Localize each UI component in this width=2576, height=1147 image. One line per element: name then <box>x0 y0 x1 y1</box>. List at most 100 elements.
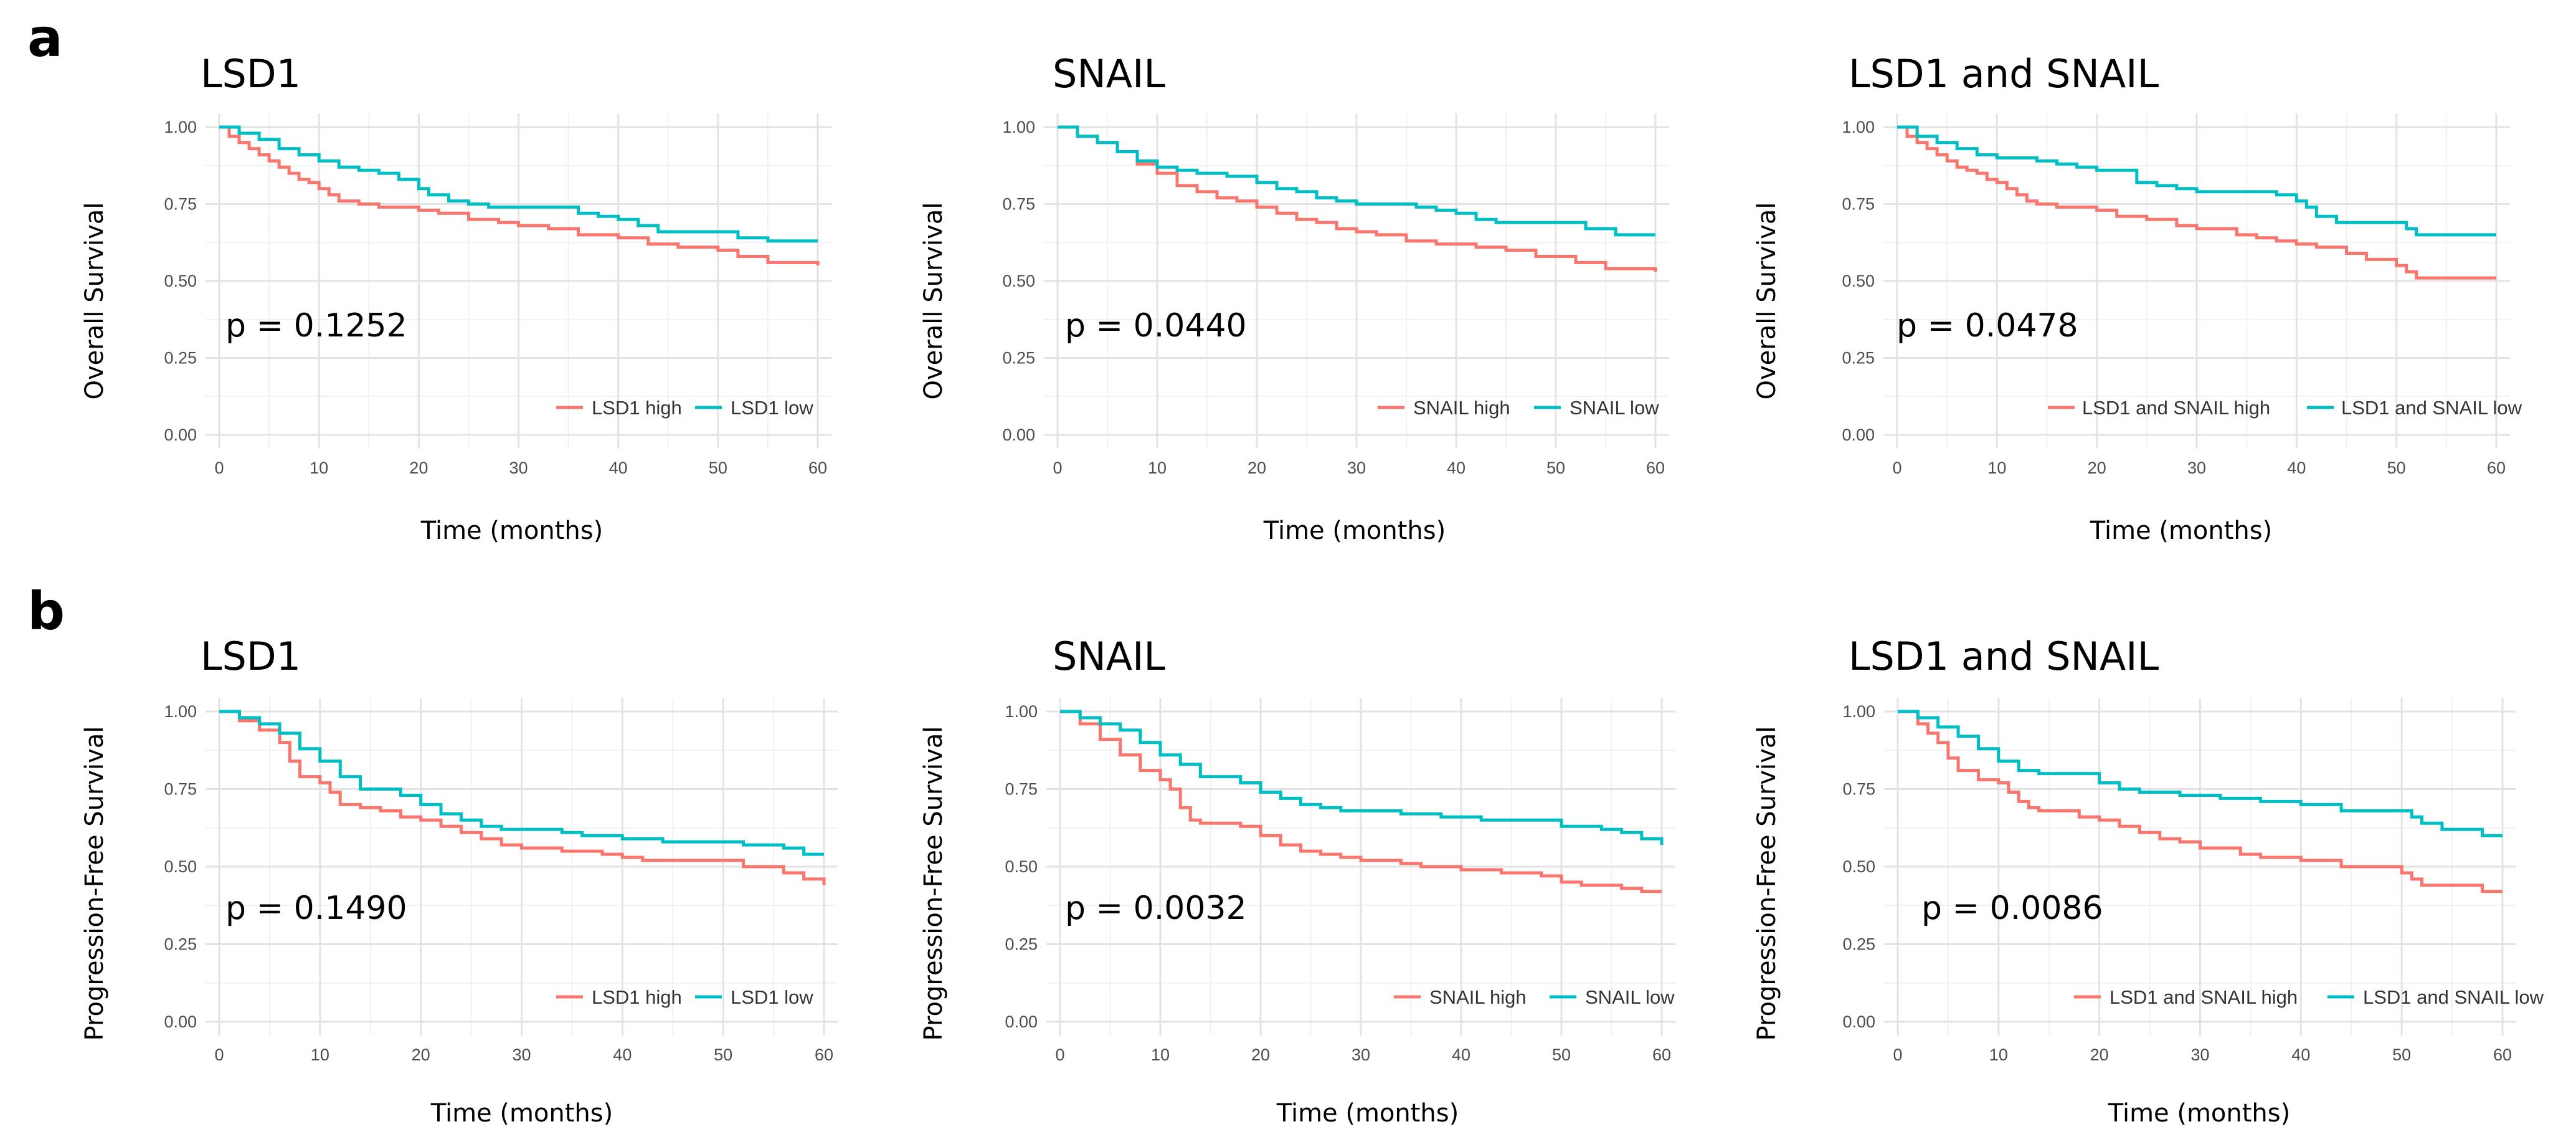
x-tick-label: 40 <box>1447 459 1466 477</box>
legend-high-label: SNAIL high <box>1429 986 1527 1008</box>
y-tick-label: 0.50 <box>1002 272 1035 290</box>
plot-b-lsd1: LSD1 0.000.250.500.751.00 0 10 20 30 40 50 60 … <box>80 634 838 1128</box>
x-tick-label: 20 <box>1248 459 1266 477</box>
y-tick-label: 0.50 <box>1842 857 1875 876</box>
y-tick-label: 0.25 <box>164 935 197 954</box>
series-line-high <box>1058 125 1657 272</box>
x-tick-label: 40 <box>2291 1045 2310 1064</box>
x-tick-label: 30 <box>2187 459 2206 477</box>
series-line-low <box>1058 125 1655 237</box>
x-axis-title: Time (months) <box>1276 1099 1459 1128</box>
legend: LSD1 and SNAIL high LSD1 and SNAIL low <box>2074 986 2544 1008</box>
p-value-annotation: p = 0.0086 <box>1921 890 2103 927</box>
x-tick-label: 30 <box>1352 1045 1370 1064</box>
x-tick-label: 20 <box>2090 1045 2109 1064</box>
x-tick-label: 30 <box>2190 1045 2209 1064</box>
series-line-high <box>219 710 826 885</box>
plot-series <box>1897 125 2496 280</box>
legend-low-label: SNAIL low <box>1570 397 1659 419</box>
p-value-annotation: p = 0.0440 <box>1065 307 1247 345</box>
x-tick-label: 30 <box>1347 459 1366 477</box>
y-tick-label: 0.75 <box>164 195 197 214</box>
x-tick-labels: 0 10 20 30 40 50 60 <box>1055 1045 1671 1064</box>
x-tick-label: 10 <box>311 1045 329 1064</box>
x-tick-label: 60 <box>1652 1045 1671 1064</box>
y-axis-title: Progression-Free Survival <box>919 726 948 1041</box>
y-tick-label: 0.00 <box>1842 1012 1875 1031</box>
y-tick-label: 1.00 <box>1005 702 1038 721</box>
legend-high-label: LSD1 and SNAIL high <box>2110 986 2298 1008</box>
plot-grid <box>1044 113 1669 449</box>
x-tick-label: 20 <box>1251 1045 1270 1064</box>
x-tick-label: 40 <box>2287 459 2306 477</box>
y-tick-label: 0.50 <box>164 857 197 876</box>
plot-title: SNAIL <box>1053 51 1165 97</box>
x-tick-label: 50 <box>1546 459 1565 477</box>
x-tick-label: 10 <box>1148 459 1167 477</box>
y-tick-label: 0.25 <box>1005 935 1038 954</box>
y-tick-label: 0.00 <box>1842 426 1875 444</box>
plot-title: LSD1 <box>201 51 301 97</box>
x-axis-title: Time (months) <box>1263 516 1446 545</box>
plot-a-both: LSD1 and SNAIL 0.00 0.25 0.50 0.75 1.00 0 10 2… <box>1753 51 2522 545</box>
y-tick-label: 0.00 <box>164 426 197 444</box>
y-axis-title: Overall Survival <box>919 202 948 400</box>
x-tick-labels: 0 10 20 30 40 50 60 <box>214 1045 833 1064</box>
y-tick-label: 0.50 <box>164 272 197 290</box>
legend-high-label: LSD1 high <box>592 397 682 419</box>
x-tick-label: 50 <box>2387 459 2406 477</box>
y-tick-label: 1.00 <box>164 118 197 136</box>
x-tick-label: 10 <box>1151 1045 1170 1064</box>
y-tick-labels: 0.00 0.25 0.50 0.75 1.00 <box>1842 118 1875 444</box>
series-line-low <box>219 125 818 243</box>
series-line-high <box>1898 710 2503 893</box>
y-axis-title: Progression-Free Survival <box>80 726 109 1041</box>
plot-b-snail: SNAIL 0.00 0.25 0.50 0.75 1.00 0 10 20 30 40 50 60… <box>919 634 1675 1128</box>
y-tick-label: 1.00 <box>1842 702 1875 721</box>
plot-a-lsd1: LSD1 0.000.250.500.751.00 0 10 20 30 40 50 60 … <box>80 51 831 545</box>
x-tick-label: 30 <box>509 459 528 477</box>
y-axis-title: Overall Survival <box>80 202 109 400</box>
x-tick-labels: 0 10 20 30 40 50 60 <box>1893 1045 2512 1064</box>
y-tick-label: 0.25 <box>1842 935 1875 954</box>
plot-title: LSD1 <box>201 634 301 679</box>
x-tick-label: 20 <box>409 459 428 477</box>
x-tick-label: 50 <box>2392 1045 2411 1064</box>
legend-high-label: LSD1 high <box>592 986 682 1008</box>
series-line-high <box>1060 710 1662 893</box>
x-axis-title: Time (months) <box>2090 516 2272 545</box>
x-tick-label: 50 <box>709 459 727 477</box>
series-line-high <box>1897 125 2496 280</box>
p-value-annotation: p = 0.1490 <box>225 890 407 927</box>
series-line-low <box>1897 125 2496 237</box>
y-tick-labels: 0.00 0.25 0.50 0.75 1.00 <box>1842 702 1875 1031</box>
y-tick-label: 0.75 <box>1002 195 1035 214</box>
y-tick-label: 0.00 <box>1005 1012 1038 1031</box>
plot-title: SNAIL <box>1053 634 1165 679</box>
legend: LSD1 high LSD1 low <box>556 397 813 419</box>
y-tick-label: 0.50 <box>1842 272 1875 290</box>
x-tick-label: 40 <box>613 1045 632 1064</box>
y-tick-label: 0.75 <box>1842 195 1875 214</box>
y-tick-labels: 0.00 0.25 0.50 0.75 1.00 <box>1002 118 1035 444</box>
y-axis-title: Progression-Free Survival <box>1753 726 1781 1041</box>
x-tick-label: 0 <box>1055 1045 1064 1064</box>
x-tick-labels: 0 10 20 30 40 50 60 <box>214 459 827 477</box>
x-tick-label: 40 <box>1452 1045 1470 1064</box>
plot-series <box>219 125 820 266</box>
legend-low-label: LSD1 and SNAIL low <box>2341 397 2522 419</box>
x-tick-label: 0 <box>214 459 224 477</box>
x-axis-title: Time (months) <box>2108 1099 2290 1128</box>
plot-title: LSD1 and SNAIL <box>1849 634 2159 679</box>
x-axis-title: Time (months) <box>420 516 603 545</box>
legend-low-label: LSD1 and SNAIL low <box>2363 986 2544 1008</box>
legend-low-label: LSD1 low <box>731 397 813 419</box>
x-tick-label: 0 <box>1893 1045 1902 1064</box>
y-tick-label: 0.25 <box>164 349 197 368</box>
x-tick-label: 0 <box>214 1045 224 1064</box>
x-tick-label: 0 <box>1053 459 1062 477</box>
y-tick-label: 1.00 <box>164 702 197 721</box>
panel-a-label: a <box>27 7 63 69</box>
series-line-high <box>219 125 820 266</box>
x-tick-label: 60 <box>2493 1045 2512 1064</box>
